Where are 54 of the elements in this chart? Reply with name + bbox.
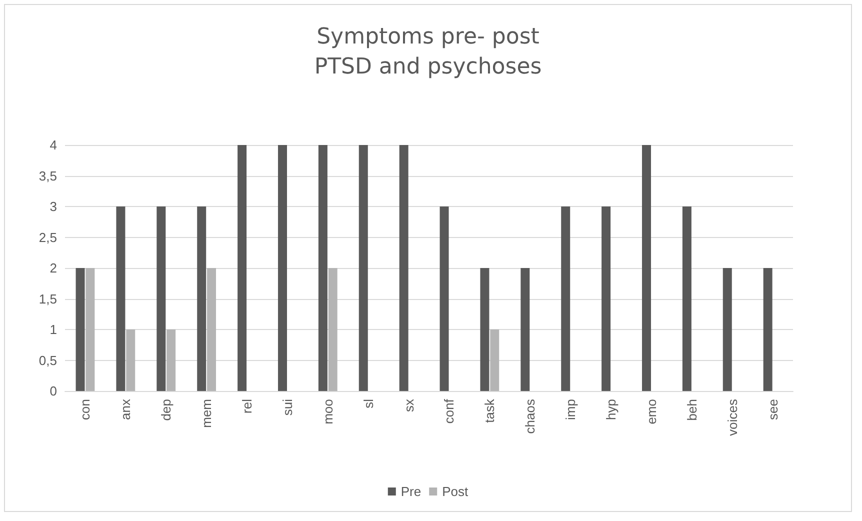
bar — [126, 330, 136, 391]
bar — [207, 268, 216, 391]
x-tick-label: voices — [724, 398, 740, 436]
bar — [722, 268, 732, 391]
x-tick-label: conf — [442, 398, 457, 424]
bar — [682, 206, 692, 391]
x-tick-label: mem — [199, 399, 214, 428]
x-tick-label: emo — [644, 399, 659, 424]
x-tick-label: moo — [320, 399, 336, 424]
x-tick-label: dep — [158, 399, 174, 421]
x-tick-label: rel — [240, 398, 254, 414]
y-tick-label: 1 — [50, 322, 57, 337]
bar — [480, 268, 490, 391]
legend-label: Pre — [400, 484, 422, 499]
bar — [358, 145, 368, 391]
bar — [520, 268, 530, 391]
y-tick-label: 3 — [50, 199, 57, 214]
bar — [166, 330, 176, 391]
bar — [490, 330, 500, 391]
y-tick-label: 0 — [50, 384, 57, 398]
x-tick-label: see — [765, 399, 780, 420]
bar — [76, 268, 85, 391]
y-tick-label: 3,5 — [38, 168, 57, 184]
bar — [318, 145, 328, 391]
bar — [156, 206, 166, 391]
x-tick-label: anx — [118, 398, 134, 420]
y-tick-label: 2,5 — [38, 230, 57, 245]
x-tick-label: beh — [684, 399, 700, 421]
bar — [328, 268, 338, 391]
bar — [561, 206, 570, 391]
x-tick-label: hyp — [604, 399, 618, 420]
x-tick-label: con — [78, 399, 93, 420]
bar — [440, 206, 449, 391]
bar — [238, 145, 247, 391]
x-tick-label: sx — [401, 398, 416, 412]
y-tick-label: 4 — [50, 138, 57, 152]
y-tick-label: 1,5 — [38, 291, 57, 306]
bar — [399, 145, 408, 391]
x-tick-label: task — [482, 398, 498, 423]
bar — [602, 206, 611, 391]
x-tick-label: sl — [360, 398, 376, 408]
bar — [86, 268, 95, 391]
x-tick-label: chaos — [522, 398, 538, 434]
y-tick-label: 0,5 — [38, 352, 57, 368]
bar — [642, 145, 651, 391]
chart-title: Symptoms pre- post PTSD and psychoses — [314, 24, 542, 80]
bar — [278, 145, 287, 391]
bar — [763, 268, 772, 391]
x-tick-label: imp — [563, 399, 578, 420]
bar — [197, 206, 206, 391]
x-tick-label: sui — [280, 398, 295, 416]
y-tick-label: 2 — [50, 260, 57, 276]
legend-label: Post — [442, 484, 469, 499]
bar — [116, 206, 126, 391]
